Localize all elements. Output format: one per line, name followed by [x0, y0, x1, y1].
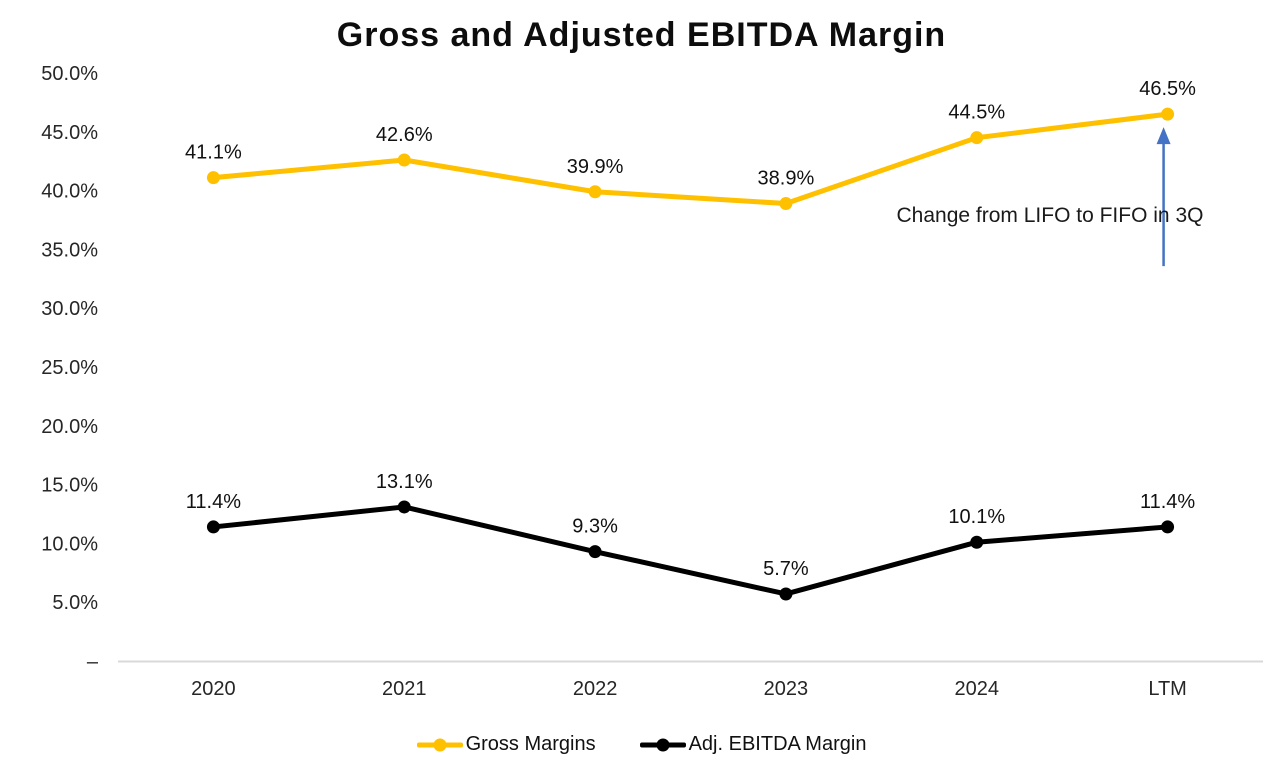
x-tick-label: 2020 [191, 678, 236, 700]
legend-dot-swatch [433, 738, 447, 751]
y-tick-label: – [87, 651, 99, 673]
legend-line-marker-icon [639, 738, 686, 752]
data-label-adj-ebitda-margin: 13.1% [376, 471, 433, 493]
x-tick-label: 2022 [573, 678, 618, 700]
x-tick-label: 2024 [955, 678, 1000, 700]
data-point-adj-ebitda-margin [206, 520, 220, 534]
data-point-gross-margins [779, 197, 793, 211]
legend-label-adj-ebitda-margin: Adj. EBITDA Margin [688, 733, 867, 755]
annotation-arrowhead-icon [1156, 127, 1171, 145]
y-tick-label: 5.0% [52, 592, 98, 614]
data-label-adj-ebitda-margin: 10.1% [948, 506, 1005, 528]
legend-item-gross-margins: Gross Margins [416, 733, 596, 756]
data-point-adj-ebitda-margin [779, 587, 793, 601]
series-line-adj-ebitda-margin [210, 504, 1171, 597]
y-tick-label: 20.0% [41, 416, 98, 438]
x-tick-label: 2021 [382, 678, 427, 700]
y-tick-label: 30.0% [41, 298, 98, 320]
x-tick-label: LTM [1148, 678, 1187, 700]
y-tick-label: 15.0% [41, 475, 98, 497]
data-label-gross-margins: 39.9% [567, 156, 624, 178]
data-label-adj-ebitda-margin: 11.4% [186, 491, 241, 513]
data-point-adj-ebitda-margin [970, 535, 984, 549]
legend: Gross Margins Adj. EBITDA Margin [0, 733, 1283, 756]
data-label-gross-margins: 44.5% [948, 102, 1005, 124]
chart-title: Gross and Adjusted EBITDA Margin [336, 16, 947, 54]
data-label-gross-margins: 41.1% [185, 142, 242, 164]
y-tick-label: 35.0% [41, 239, 98, 261]
annotation-text: Change from LIFO to FIFO in 3Q [897, 204, 1204, 227]
data-label-gross-margins: 46.5% [1139, 78, 1196, 100]
data-point-gross-margins [206, 171, 220, 185]
y-tick-label: 25.0% [41, 357, 98, 379]
legend-dot-swatch [656, 738, 670, 751]
series-line-gross-margins [210, 111, 1171, 207]
data-label-adj-ebitda-margin: 9.3% [572, 516, 618, 538]
data-point-gross-margins [970, 131, 984, 145]
data-point-gross-margins [397, 153, 411, 167]
x-tick-label: 2023 [764, 678, 809, 700]
legend-line-marker-icon [416, 738, 463, 752]
data-point-adj-ebitda-margin [588, 545, 602, 559]
data-label-adj-ebitda-margin: 11.4% [1140, 491, 1195, 513]
y-tick-label: 50.0% [41, 63, 98, 85]
data-point-gross-margins [588, 185, 602, 199]
y-tick-label: 40.0% [41, 181, 98, 203]
data-point-adj-ebitda-margin [1161, 520, 1175, 534]
legend-label-gross-margins: Gross Margins [465, 733, 596, 755]
y-tick-label: 45.0% [41, 122, 98, 144]
data-label-adj-ebitda-margin: 5.7% [763, 558, 809, 580]
data-point-adj-ebitda-margin [397, 500, 411, 514]
data-label-gross-margins: 38.9% [758, 168, 815, 190]
y-tick-label: 10.0% [41, 533, 98, 555]
legend-item-adj-ebitda-margin: Adj. EBITDA Margin [639, 733, 867, 756]
data-label-gross-margins: 42.6% [376, 124, 433, 146]
data-point-gross-margins [1161, 107, 1175, 121]
